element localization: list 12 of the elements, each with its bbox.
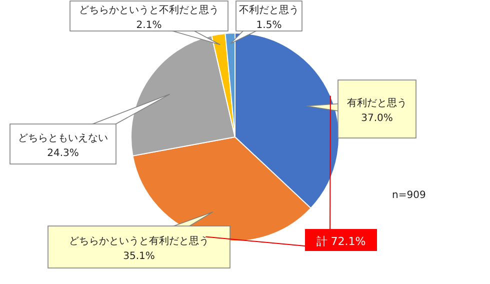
slice-label: どちらかというと不利だと思う	[79, 4, 219, 16]
data-label: 24.3%	[47, 148, 79, 159]
slice-label: 有利だと思う	[347, 97, 407, 109]
slice-label: どちらかというと有利だと思う	[69, 235, 209, 247]
data-label: 35.1%	[123, 251, 155, 262]
data-label: 37.0%	[361, 113, 393, 124]
text: 計 72.1%	[316, 235, 366, 248]
slice-label: 不利だと思う	[239, 4, 299, 16]
data-label: 1.5%	[256, 20, 282, 31]
slice-label: どちらともいえない	[18, 133, 108, 144]
data-label: 2.1%	[136, 20, 162, 31]
text: n=909	[392, 190, 426, 201]
